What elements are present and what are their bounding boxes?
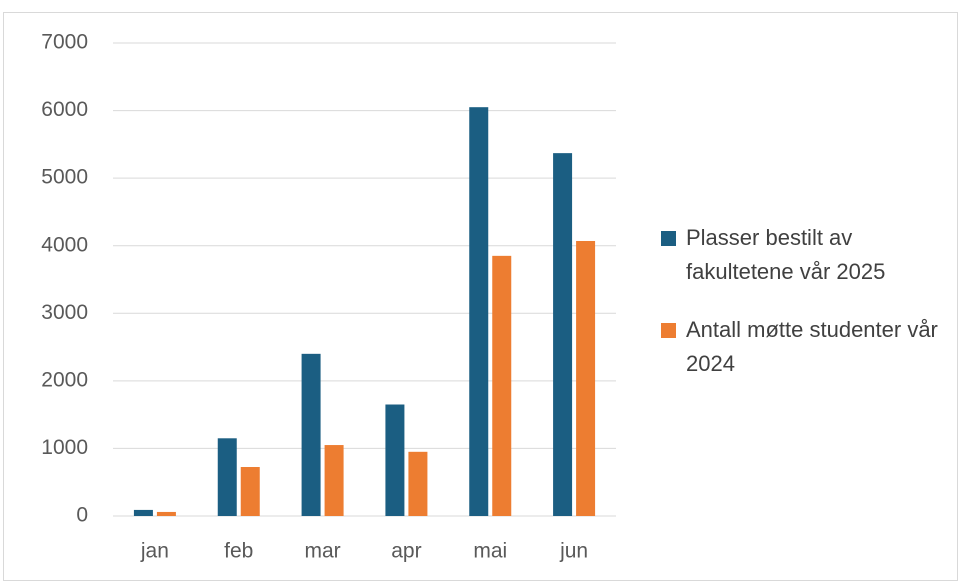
- bar: [156, 511, 176, 516]
- bar: [324, 445, 344, 516]
- legend-label: Plasser bestilt av fakultetene vår 2025: [686, 225, 886, 284]
- bar: [385, 404, 405, 516]
- legend-swatch: [661, 323, 676, 338]
- y-tick-label: 2000: [41, 368, 88, 391]
- y-tick-label: 3000: [41, 301, 88, 324]
- bar: [217, 438, 237, 516]
- bar: [301, 353, 321, 516]
- y-tick-label: 5000: [41, 166, 88, 189]
- x-tick-label: jan: [140, 540, 169, 563]
- y-tick-label: 1000: [41, 436, 88, 459]
- y-tick-label: 0: [76, 504, 88, 527]
- bar: [576, 240, 596, 516]
- x-tick-label: mai: [473, 540, 507, 563]
- y-tick-label: 6000: [41, 98, 88, 121]
- x-tick-label: feb: [224, 540, 253, 563]
- y-tick-label: 4000: [41, 233, 88, 256]
- bar: [408, 451, 428, 516]
- legend-label: Antall møtte studenter vår 2024: [686, 317, 938, 376]
- bar: [133, 509, 153, 516]
- bar: [492, 255, 512, 516]
- y-tick-label: 7000: [41, 31, 88, 54]
- bar: [469, 107, 489, 516]
- x-tick-label: apr: [391, 540, 421, 563]
- bar: [553, 153, 573, 517]
- x-tick-label: mar: [304, 540, 340, 563]
- bar: [240, 467, 260, 516]
- legend-swatch: [661, 231, 676, 246]
- x-tick-label: jun: [559, 540, 588, 563]
